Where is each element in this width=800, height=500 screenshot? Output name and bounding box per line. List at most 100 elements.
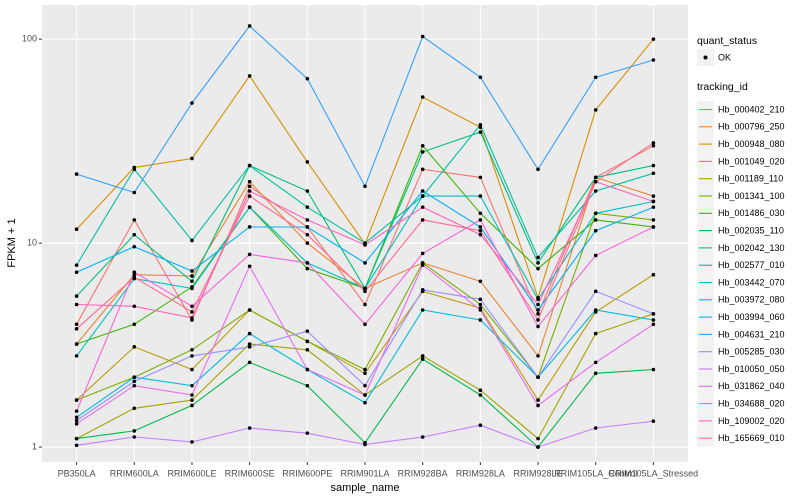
data-point — [363, 184, 367, 189]
data-point — [363, 393, 367, 397]
data-point — [651, 143, 656, 148]
data-point — [190, 393, 194, 397]
data-point — [478, 218, 483, 222]
data-point — [74, 409, 79, 413]
data-point — [190, 269, 194, 273]
legend-label: Hb_000796_250 — [718, 122, 785, 132]
data-point — [651, 225, 656, 229]
data-point — [420, 34, 425, 39]
legend-label: Hb_001189_110 — [718, 174, 783, 184]
data-point — [305, 232, 310, 237]
data-point — [478, 308, 483, 312]
data-point — [420, 308, 425, 312]
data-point — [478, 211, 483, 216]
data-point — [478, 423, 483, 428]
data-point — [190, 310, 194, 314]
data-point — [420, 167, 425, 172]
data-point — [132, 304, 137, 309]
data-point — [247, 331, 252, 336]
data-point — [247, 342, 252, 346]
data-point — [132, 379, 137, 384]
data-point — [536, 398, 540, 402]
data-point — [363, 243, 367, 247]
data-point — [132, 190, 137, 195]
legend-label: Hb_000402_210 — [718, 104, 785, 114]
legend-label: Hb_002577_010 — [718, 260, 785, 270]
data-point — [593, 179, 598, 184]
data-point — [420, 143, 425, 148]
data-point — [420, 288, 425, 292]
data-point — [593, 371, 598, 376]
data-point — [363, 400, 367, 405]
data-point — [536, 403, 540, 408]
data-point — [593, 253, 598, 258]
data-point — [305, 218, 310, 222]
data-point — [247, 225, 252, 229]
data-point — [190, 279, 194, 284]
data-point — [536, 445, 540, 449]
data-point — [247, 308, 252, 312]
data-point — [132, 345, 137, 349]
data-point — [247, 345, 252, 349]
data-point — [305, 261, 310, 265]
data-point — [651, 367, 656, 372]
legend-title: tracking_id — [697, 81, 748, 93]
legend-label: Hb_001486_030 — [718, 208, 785, 218]
legend-label: Hb_031862_040 — [718, 381, 785, 391]
data-point — [74, 302, 79, 307]
data-point — [536, 324, 540, 329]
data-point — [536, 266, 540, 271]
legend-label: Hb_165669_010 — [718, 433, 785, 443]
data-point — [190, 274, 194, 278]
legend-point — [703, 55, 708, 60]
data-point — [420, 435, 425, 439]
legend-label: Hb_010050_050 — [718, 364, 785, 374]
data-point — [478, 302, 483, 307]
data-point — [74, 398, 79, 402]
data-point — [305, 205, 310, 209]
y-tick-label: 100 — [22, 34, 37, 44]
data-point — [190, 383, 194, 388]
data-point — [132, 383, 137, 388]
data-point — [247, 252, 252, 257]
data-point — [593, 360, 598, 365]
data-point — [363, 367, 367, 372]
data-point — [478, 123, 483, 127]
data-point — [651, 37, 656, 41]
data-point — [420, 194, 425, 198]
data-point — [247, 184, 252, 189]
data-point — [536, 167, 540, 172]
data-point — [190, 156, 194, 161]
data-point — [651, 218, 656, 222]
data-point — [247, 205, 252, 209]
data-point — [74, 418, 79, 423]
x-tick-label: RRIM105LA_Control — [554, 468, 637, 478]
data-point — [247, 74, 252, 78]
data-point — [420, 218, 425, 222]
data-point — [651, 163, 656, 168]
data-point — [190, 101, 194, 105]
data-point — [305, 241, 310, 245]
data-point — [132, 218, 137, 222]
x-tick-label: RRIM901LA — [340, 468, 389, 478]
data-point — [651, 322, 656, 327]
data-point — [132, 270, 137, 275]
data-point — [190, 238, 194, 243]
y-axis-title: FPKM + 1 — [6, 218, 18, 267]
legend-label: Hb_004631_210 — [718, 329, 785, 339]
data-point — [74, 354, 79, 358]
data-point — [420, 354, 425, 358]
data-point — [536, 375, 540, 380]
x-tick-label: RRIM600LE — [167, 468, 216, 478]
data-point — [363, 261, 367, 265]
data-point — [74, 342, 79, 346]
data-point — [420, 251, 425, 256]
data-point — [363, 289, 367, 294]
data-point — [593, 308, 598, 312]
data-point — [305, 329, 310, 333]
data-point — [593, 331, 598, 336]
data-point — [651, 171, 656, 176]
data-point — [247, 189, 252, 193]
